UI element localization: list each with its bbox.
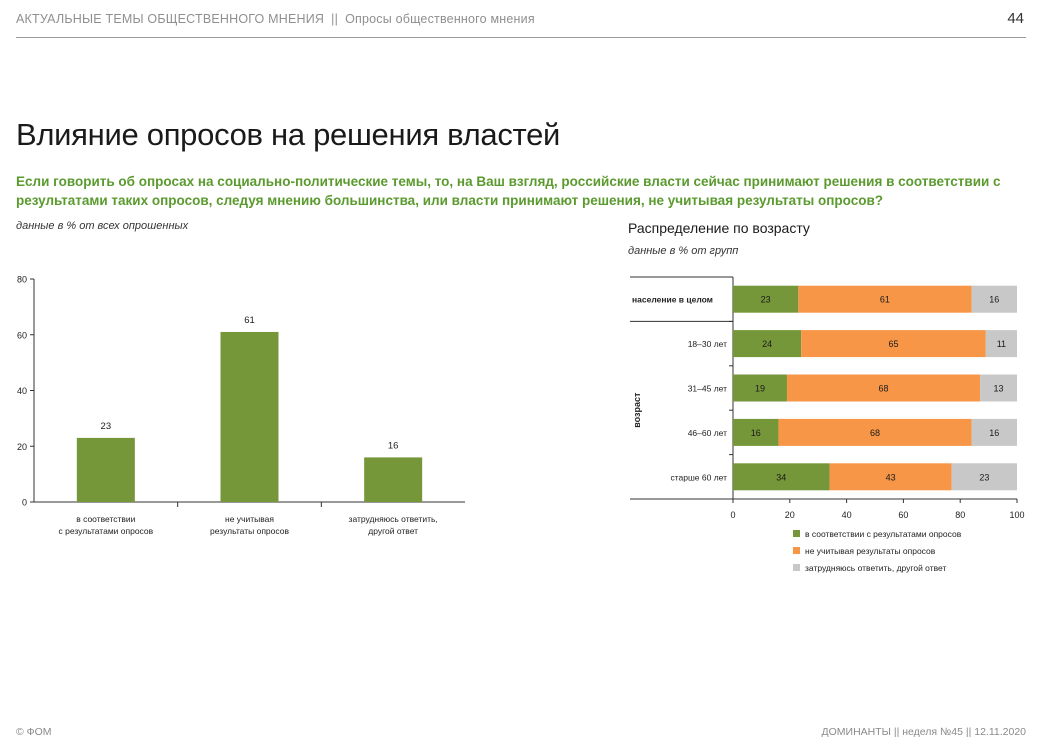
stack-segment [971,285,1017,313]
stack-segment [778,418,972,446]
segment-value-label: 11 [997,339,1006,349]
right-chart-note: данные в % от групп [628,245,739,257]
stack-segment [733,418,779,446]
y-axis-title: возраст [632,392,642,428]
x-category-label: не учитывая [225,514,274,524]
x-tick-label: 40 [842,510,852,520]
legend-label: затрудняюсь ответить, другой ответ [805,563,946,573]
stack-segment [733,285,799,313]
overall-bar-chart: 0 20 40 60 80 23 в соответствии с результатами … [17,275,465,536]
x-tick-label: 20 [785,510,795,520]
stack-segment [951,463,1017,491]
row-label: 18–30 лет [688,339,727,349]
bar-value-label: 61 [244,315,255,326]
legend-label: не учитывая результаты опросов [805,546,936,556]
legend-swatch [793,530,800,537]
bar-2 [364,457,423,502]
stack-segment [733,463,830,491]
segment-value-label: 13 [994,384,1004,394]
header-subsection: Опросы общественного мнения [345,12,535,26]
stack-segment [971,418,1017,446]
x-category-label: другой ответ [368,526,418,536]
segment-value-label: 65 [888,339,898,349]
header-separator: || [331,12,339,26]
y-tick-label: 60 [17,330,27,340]
segment-value-label: 34 [776,472,786,482]
x-tick-label: 100 [1009,510,1024,520]
footer-copyright: © ФОМ [16,726,52,738]
page-number: 44 [1007,10,1024,27]
header-breadcrumb: АКТУАЛЬНЫЕ ТЕМЫ ОБЩЕСТВЕННОГО МНЕНИЯ || Оп… [16,12,535,26]
x-category-label: результаты опросов [210,526,289,536]
bar-0 [76,437,135,502]
survey-question: Если говорить об опросах на социально-по… [16,174,1001,208]
row-label: 31–45 лет [688,384,727,394]
y-tick-label: 0 [22,498,27,508]
bar-value-label: 16 [388,440,399,451]
x-tick-label: 60 [898,510,908,520]
x-category-label: с результатами опросов [58,526,153,536]
segment-value-label: 23 [979,472,989,482]
segment-value-label: 16 [989,428,999,438]
age-stacked-bar-chart: 0 20 40 60 80 100 возраст население в целом 23 61… [630,276,1025,573]
x-tick-label: 80 [955,510,965,520]
page-header: АКТУАЛЬНЫЕ ТЕМЫ ОБЩЕСТВЕННОГО МНЕНИЯ || Оп… [16,10,1026,38]
legend-label: в соответствии с результатами опросов [805,529,962,539]
segment-value-label: 24 [762,339,772,349]
y-tick-label: 20 [17,442,27,452]
stack-segment [786,374,981,402]
stack-segment [829,463,952,491]
segment-value-label: 16 [751,428,761,438]
left-chart-note: данные в % от всех опрошенных [16,220,189,232]
segment-value-label: 68 [879,384,889,394]
y-tick-label: 80 [17,275,27,285]
stack-segment [980,374,1017,402]
segment-value-label: 19 [755,384,765,394]
segment-value-label: 43 [886,472,896,482]
legend-swatch [793,547,800,554]
row-label: население в целом [632,295,713,305]
x-category-label: в соответствии [76,514,135,524]
stack-segment [798,285,972,313]
x-tick-label: 0 [730,510,735,520]
page-title: Влияние опросов на решения властей [16,117,561,152]
segment-value-label: 68 [870,428,880,438]
stack-segment [733,374,787,402]
bar-1 [220,331,279,502]
row-label: старше 60 лет [670,472,727,482]
x-category-label: затрудняюсь ответить, [349,514,438,524]
row-label: 46–60 лет [688,428,727,438]
bar-value-label: 23 [101,421,112,432]
stack-segment [801,330,986,358]
header-section: АКТУАЛЬНЫЕ ТЕМЫ ОБЩЕСТВЕННОГО МНЕНИЯ [16,12,325,26]
segment-value-label: 16 [989,295,999,305]
stack-segment [985,330,1017,358]
segment-value-label: 61 [880,295,890,305]
right-chart-subtitle: Распределение по возрасту [628,220,810,236]
footer-issue: ДОМИНАНТЫ || неделя №45 || 12.11.2020 [821,726,1027,738]
legend-swatch [793,564,800,571]
segment-value-label: 23 [761,295,771,305]
stack-segment [733,330,802,358]
y-tick-label: 40 [17,386,27,396]
